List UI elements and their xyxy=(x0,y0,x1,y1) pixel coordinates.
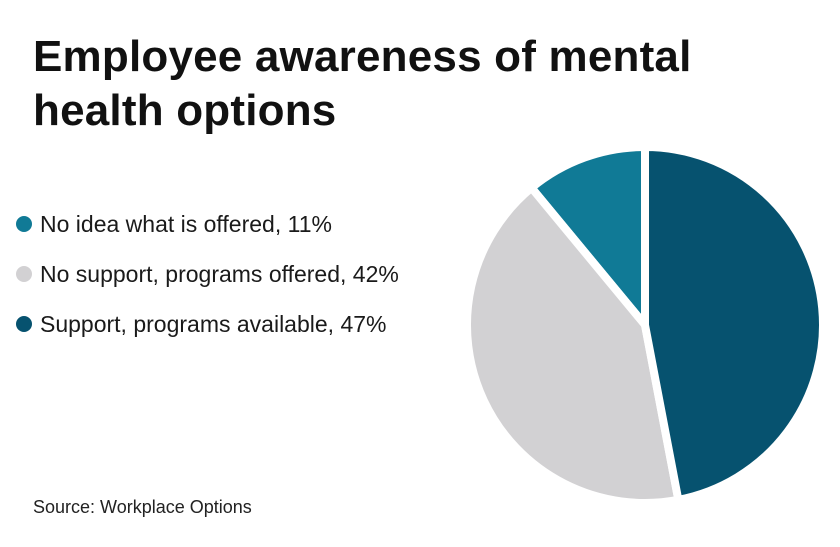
legend-swatch-no-idea xyxy=(16,216,32,232)
chart-title: Employee awareness of mental health opti… xyxy=(33,32,692,135)
legend-swatch-no-support xyxy=(16,266,32,282)
pie-chart xyxy=(463,143,827,507)
legend-item-no-idea: No idea what is offered, 11% xyxy=(16,199,486,249)
pie-slice-no-support xyxy=(463,183,683,507)
legend-swatch-support xyxy=(16,316,32,332)
legend-label-no-support: No support, programs offered, 42% xyxy=(40,260,399,287)
pie-slice-support xyxy=(641,143,827,504)
legend: No idea what is offered, 11% No support,… xyxy=(16,199,486,349)
legend-label-support: Support, programs available, 47% xyxy=(40,310,387,337)
legend-item-no-support: No support, programs offered, 42% xyxy=(16,249,486,299)
legend-label-no-idea: No idea what is offered, 11% xyxy=(40,210,332,237)
source-note: Source: Workplace Options xyxy=(33,497,252,517)
legend-item-support: Support, programs available, 47% xyxy=(16,299,486,349)
pie-slice-no-idea xyxy=(527,143,649,329)
